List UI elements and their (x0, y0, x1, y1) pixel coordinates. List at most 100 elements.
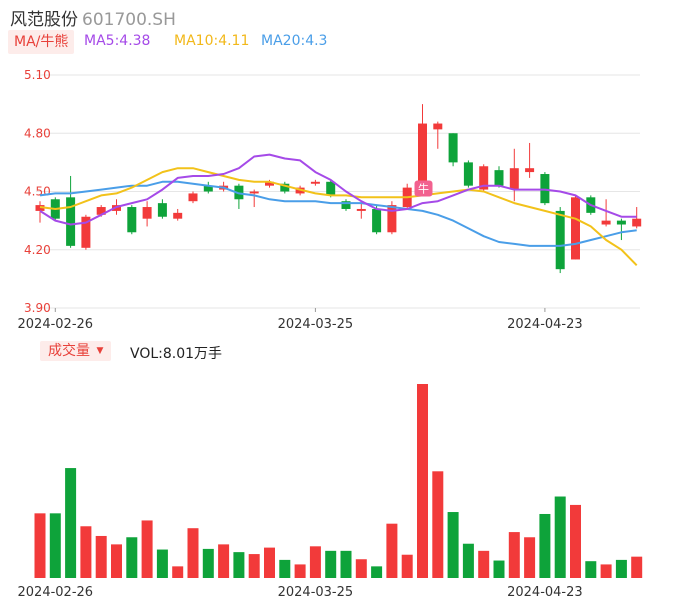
volume-x-axis: 2024-02-26 2024-03-25 2024-04-23 (18, 585, 583, 600)
stock-code: 601700.SH (82, 10, 176, 30)
candle-body (463, 162, 473, 186)
candle-body (616, 220, 626, 225)
ma-indicator-selector[interactable]: MA/牛熊 (8, 30, 75, 54)
candle-body (127, 207, 137, 233)
volume-bar (355, 559, 367, 578)
volume-bar (248, 554, 260, 578)
ma10-line (39, 167, 638, 267)
x-tick-label: 2024-04-23 (507, 585, 583, 600)
volume-bar (417, 384, 428, 578)
price-x-axis: 2024-02-26 2024-03-25 2024-04-23 (18, 308, 583, 332)
candle-body (173, 212, 183, 219)
price-y-axis: 5.10 4.80 4.50 4.20 3.90 (24, 68, 51, 315)
volume-bar (585, 561, 597, 578)
bull-marker-text: 牛 (418, 182, 429, 196)
volume-bar (325, 550, 337, 578)
candle-body (372, 208, 382, 233)
stock-title: 风范股份 601700.SH (10, 5, 176, 30)
candlestick-series (35, 104, 642, 274)
volume-bar (554, 496, 566, 578)
candle-body (387, 205, 397, 233)
volume-chart: 2024-02-26 2024-03-25 2024-04-23 (18, 384, 643, 600)
volume-bar (340, 550, 352, 578)
volume-bar (309, 546, 321, 578)
volume-bar (539, 513, 551, 578)
chevron-down-icon: ▼ (96, 346, 104, 356)
price-chart: 5.10 4.80 4.50 4.20 3.90 2024-02-26 2024-03-2… (18, 68, 642, 332)
y-tick-label: 4.50 (24, 185, 51, 199)
ma20-legend: MA20:4.3 (261, 33, 328, 49)
bull-marker-badge (414, 180, 433, 197)
candle-body (280, 183, 290, 192)
volume-bar (202, 548, 214, 578)
y-tick-label: 4.20 (24, 243, 51, 257)
candle-body (632, 218, 642, 227)
volume-bar (631, 556, 643, 578)
x-tick-label: 2024-04-23 (507, 317, 583, 332)
candle-body (555, 210, 565, 270)
x-tick-label: 2024-02-26 (18, 317, 94, 332)
volume-label: 成交量 (48, 343, 90, 359)
volume-bar (508, 532, 520, 578)
candle-body (203, 185, 213, 192)
volume-bar-series (34, 384, 643, 578)
candle-body (356, 208, 366, 211)
volume-bar (432, 471, 444, 578)
candle-body (448, 133, 458, 163)
volume-bar (264, 547, 275, 578)
volume-bar (447, 512, 459, 578)
volume-bar (80, 526, 92, 578)
candle-body (96, 207, 106, 215)
candle-body (81, 216, 91, 248)
candle-body (66, 197, 76, 246)
candle-body (249, 191, 259, 194)
candle-body (571, 197, 580, 260)
volume-bar (141, 520, 153, 578)
volume-bar (386, 523, 398, 578)
candle-body (310, 181, 320, 184)
y-tick-label: 4.80 (24, 126, 51, 140)
volume-bar (218, 544, 230, 578)
volume-bar (524, 537, 536, 578)
ma10-legend: MA10:4.11 (174, 33, 250, 49)
volume-indicator-selector[interactable]: 成交量 ▼ (40, 341, 112, 361)
volume-bar (615, 559, 627, 578)
volume-bar (156, 549, 168, 578)
ma20-line (39, 180, 637, 247)
candle-body (188, 193, 198, 202)
bull-marker[interactable]: 牛 (414, 180, 433, 197)
volume-bar (401, 554, 413, 578)
candle-body (157, 203, 167, 217)
volume-bar (233, 552, 245, 578)
volume-bar (187, 528, 199, 578)
volume-bar (172, 566, 184, 578)
volume-bar (95, 535, 107, 578)
moving-average-lines (39, 153, 638, 267)
ma5-line (39, 153, 637, 226)
volume-bar (279, 559, 291, 578)
volume-bar (65, 468, 77, 578)
candle-body (326, 181, 336, 196)
candle-body (418, 123, 427, 182)
volume-value: VOL:8.01万手 (130, 346, 223, 362)
price-grid (36, 74, 640, 309)
volume-bar (34, 513, 46, 578)
volume-bar (111, 544, 122, 578)
volume-bar (493, 560, 505, 578)
volume-bar (600, 564, 612, 578)
ma5-legend: MA5:4.38 (84, 33, 151, 49)
candle-body (142, 207, 152, 219)
volume-bar (371, 566, 383, 578)
candle-body (494, 170, 504, 186)
volume-bar (478, 550, 490, 578)
x-tick-label: 2024-03-25 (278, 317, 354, 332)
candle-body (540, 174, 550, 204)
candle-body (341, 201, 351, 209)
candle-body (479, 166, 489, 190)
x-tick-label: 2024-02-26 (18, 585, 94, 600)
candle-body (601, 220, 611, 225)
y-tick-label: 5.10 (24, 68, 51, 82)
y-tick-label: 3.90 (24, 301, 51, 315)
candle-body (509, 168, 519, 190)
stock-name: 风范股份 (10, 10, 78, 30)
